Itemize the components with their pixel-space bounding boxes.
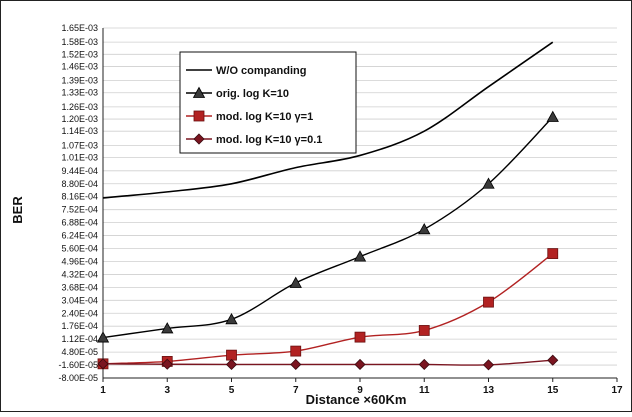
y-tick-label: 4.80E-05 <box>61 347 98 357</box>
series-line-3 <box>102 253 554 365</box>
y-tick-label: 5.60E-04 <box>61 244 98 254</box>
x-tick-label: 1 <box>100 385 106 396</box>
series-4-point <box>354 358 366 371</box>
legend-marker-2 <box>192 86 206 98</box>
y-axis-label: BER <box>10 196 25 224</box>
legend-label-4: mod. log K=10 γ=0.1 <box>216 134 322 146</box>
y-tick-label: 1.46E-03 <box>61 61 98 71</box>
y-tick-label: 1.52E-03 <box>61 49 98 59</box>
x-tick-label: 13 <box>483 385 495 396</box>
x-tick-label: 11 <box>419 385 430 396</box>
series-4-point <box>225 358 238 371</box>
series-3-point <box>418 325 430 336</box>
series-2-point <box>546 110 559 122</box>
series-4-point <box>547 354 559 366</box>
series-3-point <box>354 331 366 343</box>
y-tick-label: 4.96E-04 <box>61 256 98 266</box>
y-tick-label: 2.40E-04 <box>61 308 98 318</box>
series-2-point <box>418 222 431 235</box>
series-2-point <box>161 322 174 334</box>
series-4-point <box>418 358 430 371</box>
legend-marker-4 <box>193 133 205 145</box>
x-tick-label: 15 <box>547 385 559 396</box>
series-2-point <box>353 250 367 262</box>
y-tick-labels: -8.00E-05 -1.60E-05 4.80E-05 1.12E-04 1.76E-… <box>58 23 98 383</box>
legend-marker-3 <box>193 110 205 122</box>
series-4-point <box>482 359 495 371</box>
y-tick-label: 1.26E-03 <box>61 102 98 112</box>
y-tick-label: 3.04E-04 <box>61 295 98 305</box>
y-tick-label: 4.32E-04 <box>61 269 98 279</box>
x-tick-label: 9 <box>357 385 363 396</box>
y-tick-label: 6.88E-04 <box>61 218 98 228</box>
y-tick-label: 1.39E-03 <box>61 76 98 86</box>
x-axis-label: Distance ×60Km <box>306 392 407 407</box>
series-3-point <box>290 345 302 357</box>
y-tick-label: 9.44E-04 <box>61 166 98 176</box>
legend: W/O companding orig. log K=10 mod. log K=1… <box>179 51 357 154</box>
y-tick-label: 3.68E-04 <box>61 282 98 292</box>
y-tick-label: 8.16E-04 <box>61 192 98 202</box>
x-tick-labels: 1 3 5 7 9 11 13 15 17 <box>100 385 623 396</box>
y-tick-label: 1.12E-04 <box>61 334 98 344</box>
legend-label-2: orig. log K=10 <box>216 88 289 100</box>
y-tick-label: 1.07E-03 <box>61 140 98 150</box>
y-tick-label: 1.58E-03 <box>61 37 98 47</box>
series-3-point <box>547 248 559 259</box>
x-tick-label: 3 <box>164 385 170 396</box>
y-tick-label: -8.00E-05 <box>58 373 98 383</box>
x-tick-label: 7 <box>293 385 299 396</box>
series-line-4 <box>102 359 553 366</box>
y-tick-label: 1.33E-03 <box>61 88 98 98</box>
y-tick-label: 1.65E-03 <box>61 23 98 33</box>
series-4-point <box>97 358 109 370</box>
x-tick-label: 5 <box>229 385 235 396</box>
y-tick-label: 1.76E-04 <box>61 321 98 331</box>
series-3-point <box>483 296 494 308</box>
series-2-point <box>289 276 302 288</box>
x-tick-label: 17 <box>611 385 623 396</box>
y-tick-label: 1.01E-03 <box>61 152 98 162</box>
series-line-1 <box>102 41 554 199</box>
series-2-point <box>225 312 238 325</box>
legend-label-1: W/O companding <box>216 65 306 77</box>
axes <box>102 28 618 382</box>
series-4-point <box>290 358 302 371</box>
y-tick-label: 8.80E-04 <box>61 179 98 189</box>
series-3-point <box>226 349 237 361</box>
series-2-point <box>482 177 495 189</box>
y-tick-label: 6.24E-04 <box>61 231 98 241</box>
y-tick-label: 1.20E-03 <box>61 114 98 124</box>
series-4-point <box>161 358 173 370</box>
y-tick-label: 1.14E-03 <box>61 126 98 136</box>
legend-box <box>179 51 357 154</box>
y-tick-label: 7.52E-04 <box>61 205 98 215</box>
y-tick-label: -1.60E-05 <box>58 360 98 370</box>
legend-label-3: mod. log K=10 γ=1 <box>216 111 313 123</box>
data-series <box>96 41 559 371</box>
series-2-point <box>96 331 110 343</box>
